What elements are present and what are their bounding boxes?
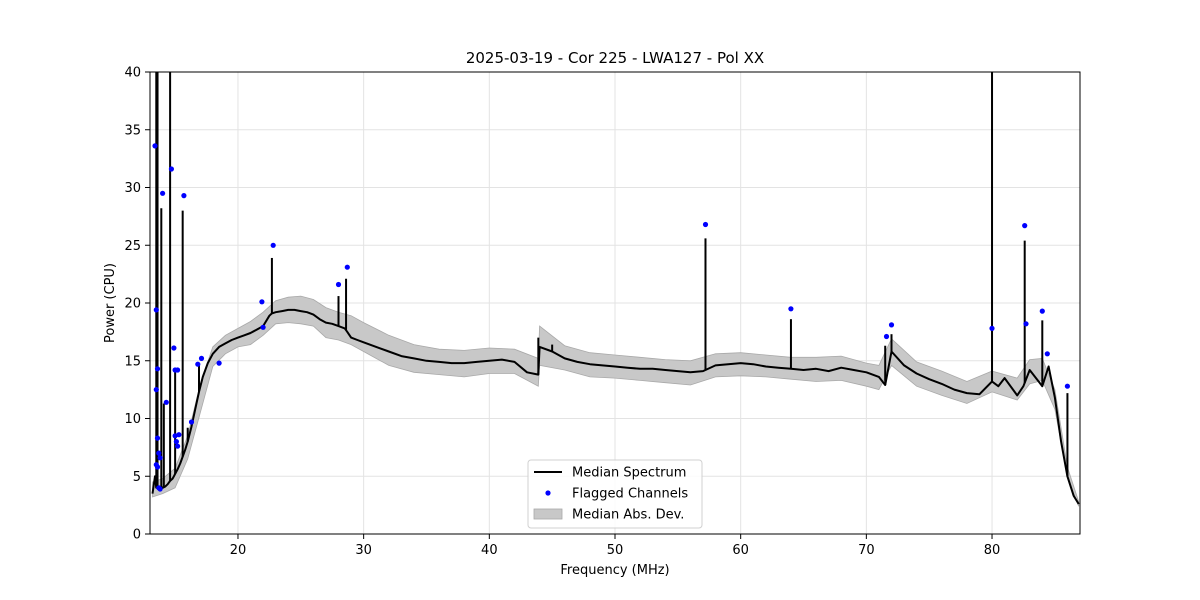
flagged-channel-point [1039,308,1045,314]
x-tick-label: 80 [984,543,1001,558]
y-tick-label: 0 [133,528,141,543]
flagged-channel-point [154,366,161,372]
legend-entry-median-spectrum: Median Spectrum [572,466,686,481]
flagged-channel-point [788,306,794,312]
flagged-channel-point [153,387,159,393]
legend-entry-median-abs-dev: Median Abs. Dev. [572,508,684,523]
flagged-channel-point [1044,351,1050,357]
flagged-channel-point [154,464,161,470]
y-tick-label: 10 [124,412,141,427]
flagged-channel-point [344,264,350,270]
x-tick-label: 30 [355,543,372,558]
x-tick-label: 60 [732,543,749,558]
flagged-channel-point [1022,223,1028,229]
flagged-channel-point [163,399,169,405]
flagged-channel-point [181,193,187,199]
flagged-channel-point [260,324,266,330]
flagged-channel-point [176,432,182,438]
flagged-channel-point [259,299,265,305]
legend-entry-flagged-channels: Flagged Channels [572,487,688,502]
flagged-channel-point [198,355,205,361]
x-tick-label: 70 [858,543,875,558]
y-tick-label: 5 [133,470,141,485]
flagged-channel-point [1064,383,1070,389]
flagged-channel-point [702,221,709,228]
y-tick-label: 25 [124,239,141,254]
flagged-channel-point [175,367,181,373]
flagged-channel-point [156,450,162,456]
flagged-channel-point [1023,321,1029,327]
flagged-channel-point [195,361,201,367]
x-tick-label: 20 [230,543,247,558]
legend: Median Spectrum Flagged Channels Median … [527,459,703,529]
x-tick-label: 50 [607,543,624,558]
legend-swatch-flagged-channels [545,490,551,496]
mad-band-layer [152,295,1080,507]
y-tick-label: 40 [124,66,141,81]
flagged-channel-point [989,325,995,331]
flagged-channel-point [883,333,890,340]
flagged-channel-point [160,190,166,196]
legend-box [527,459,703,529]
flagged-channel-point [157,486,163,492]
legend-swatch-median-abs-dev [533,508,563,520]
y-tick-label: 20 [124,297,141,312]
flagged-channel-point [188,419,195,425]
flagged-channel-point [173,439,179,445]
tick-layer: 20 30 40 50 60 70 80 0 5 10 15 20 25 30 35 40 [124,66,1000,559]
flagged-channel-point [888,322,895,328]
flagged-channel-point [270,242,276,248]
median-line-layer [151,72,1080,505]
flagged-channel-point [157,455,163,461]
y-tick-label: 15 [124,354,141,369]
flagged-channel-point [175,443,181,449]
y-tick-label: 30 [124,181,141,196]
x-tick-label: 40 [481,543,498,558]
flagged-channel-point [216,360,222,366]
flagged-channel-point [154,435,161,441]
y-axis-label: Power (CPU) [103,263,118,343]
flagged-channel-point [152,143,158,149]
flagged-channel-point [171,345,177,351]
x-axis-label: Frequency (MHz) [560,563,669,578]
flagged-channel-point [168,166,174,172]
mad-band-area [152,295,1080,507]
flagged-markers-layer [152,143,1070,492]
flagged-channel-point [153,307,159,313]
chart-title: 2025-03-19 - Cor 225 - LWA127 - Pol XX [466,49,764,67]
y-tick-label: 35 [124,123,141,138]
flagged-channel-point [335,281,342,288]
